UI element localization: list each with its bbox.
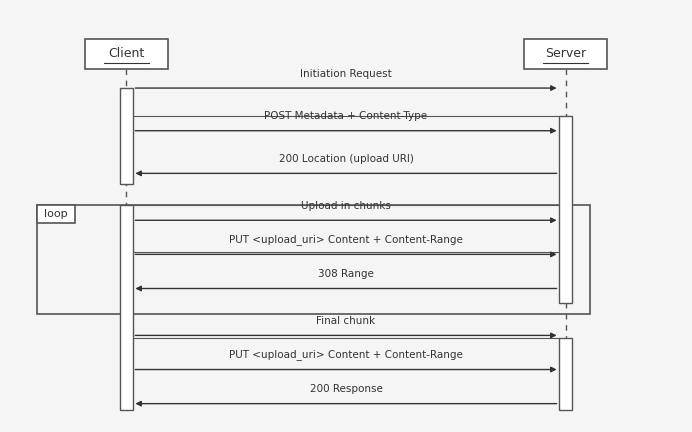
Text: PUT <upload_uri> Content + Content-Range: PUT <upload_uri> Content + Content-Range	[229, 234, 463, 245]
Text: Initiation Request: Initiation Request	[300, 69, 392, 79]
Text: Client: Client	[108, 48, 145, 60]
Text: Final chunk: Final chunk	[316, 316, 376, 326]
Bar	[560, 116, 572, 303]
Text: Upload in chunks: Upload in chunks	[301, 201, 391, 211]
Bar	[37, 205, 590, 314]
Text: loop: loop	[44, 209, 68, 219]
Bar	[120, 88, 132, 184]
Text: 200 Response: 200 Response	[309, 384, 383, 394]
Bar	[525, 39, 607, 69]
Bar	[560, 337, 572, 410]
Bar	[120, 205, 132, 410]
Text: PUT <upload_uri> Content + Content-Range: PUT <upload_uri> Content + Content-Range	[229, 349, 463, 360]
Text: POST Metadata + Content-Type: POST Metadata + Content-Type	[264, 111, 428, 121]
Bar	[85, 39, 167, 69]
Text: Server: Server	[545, 48, 586, 60]
Text: 200 Location (upload URI): 200 Location (upload URI)	[279, 154, 413, 164]
Bar	[37, 205, 75, 223]
Text: 308 Range: 308 Range	[318, 269, 374, 279]
